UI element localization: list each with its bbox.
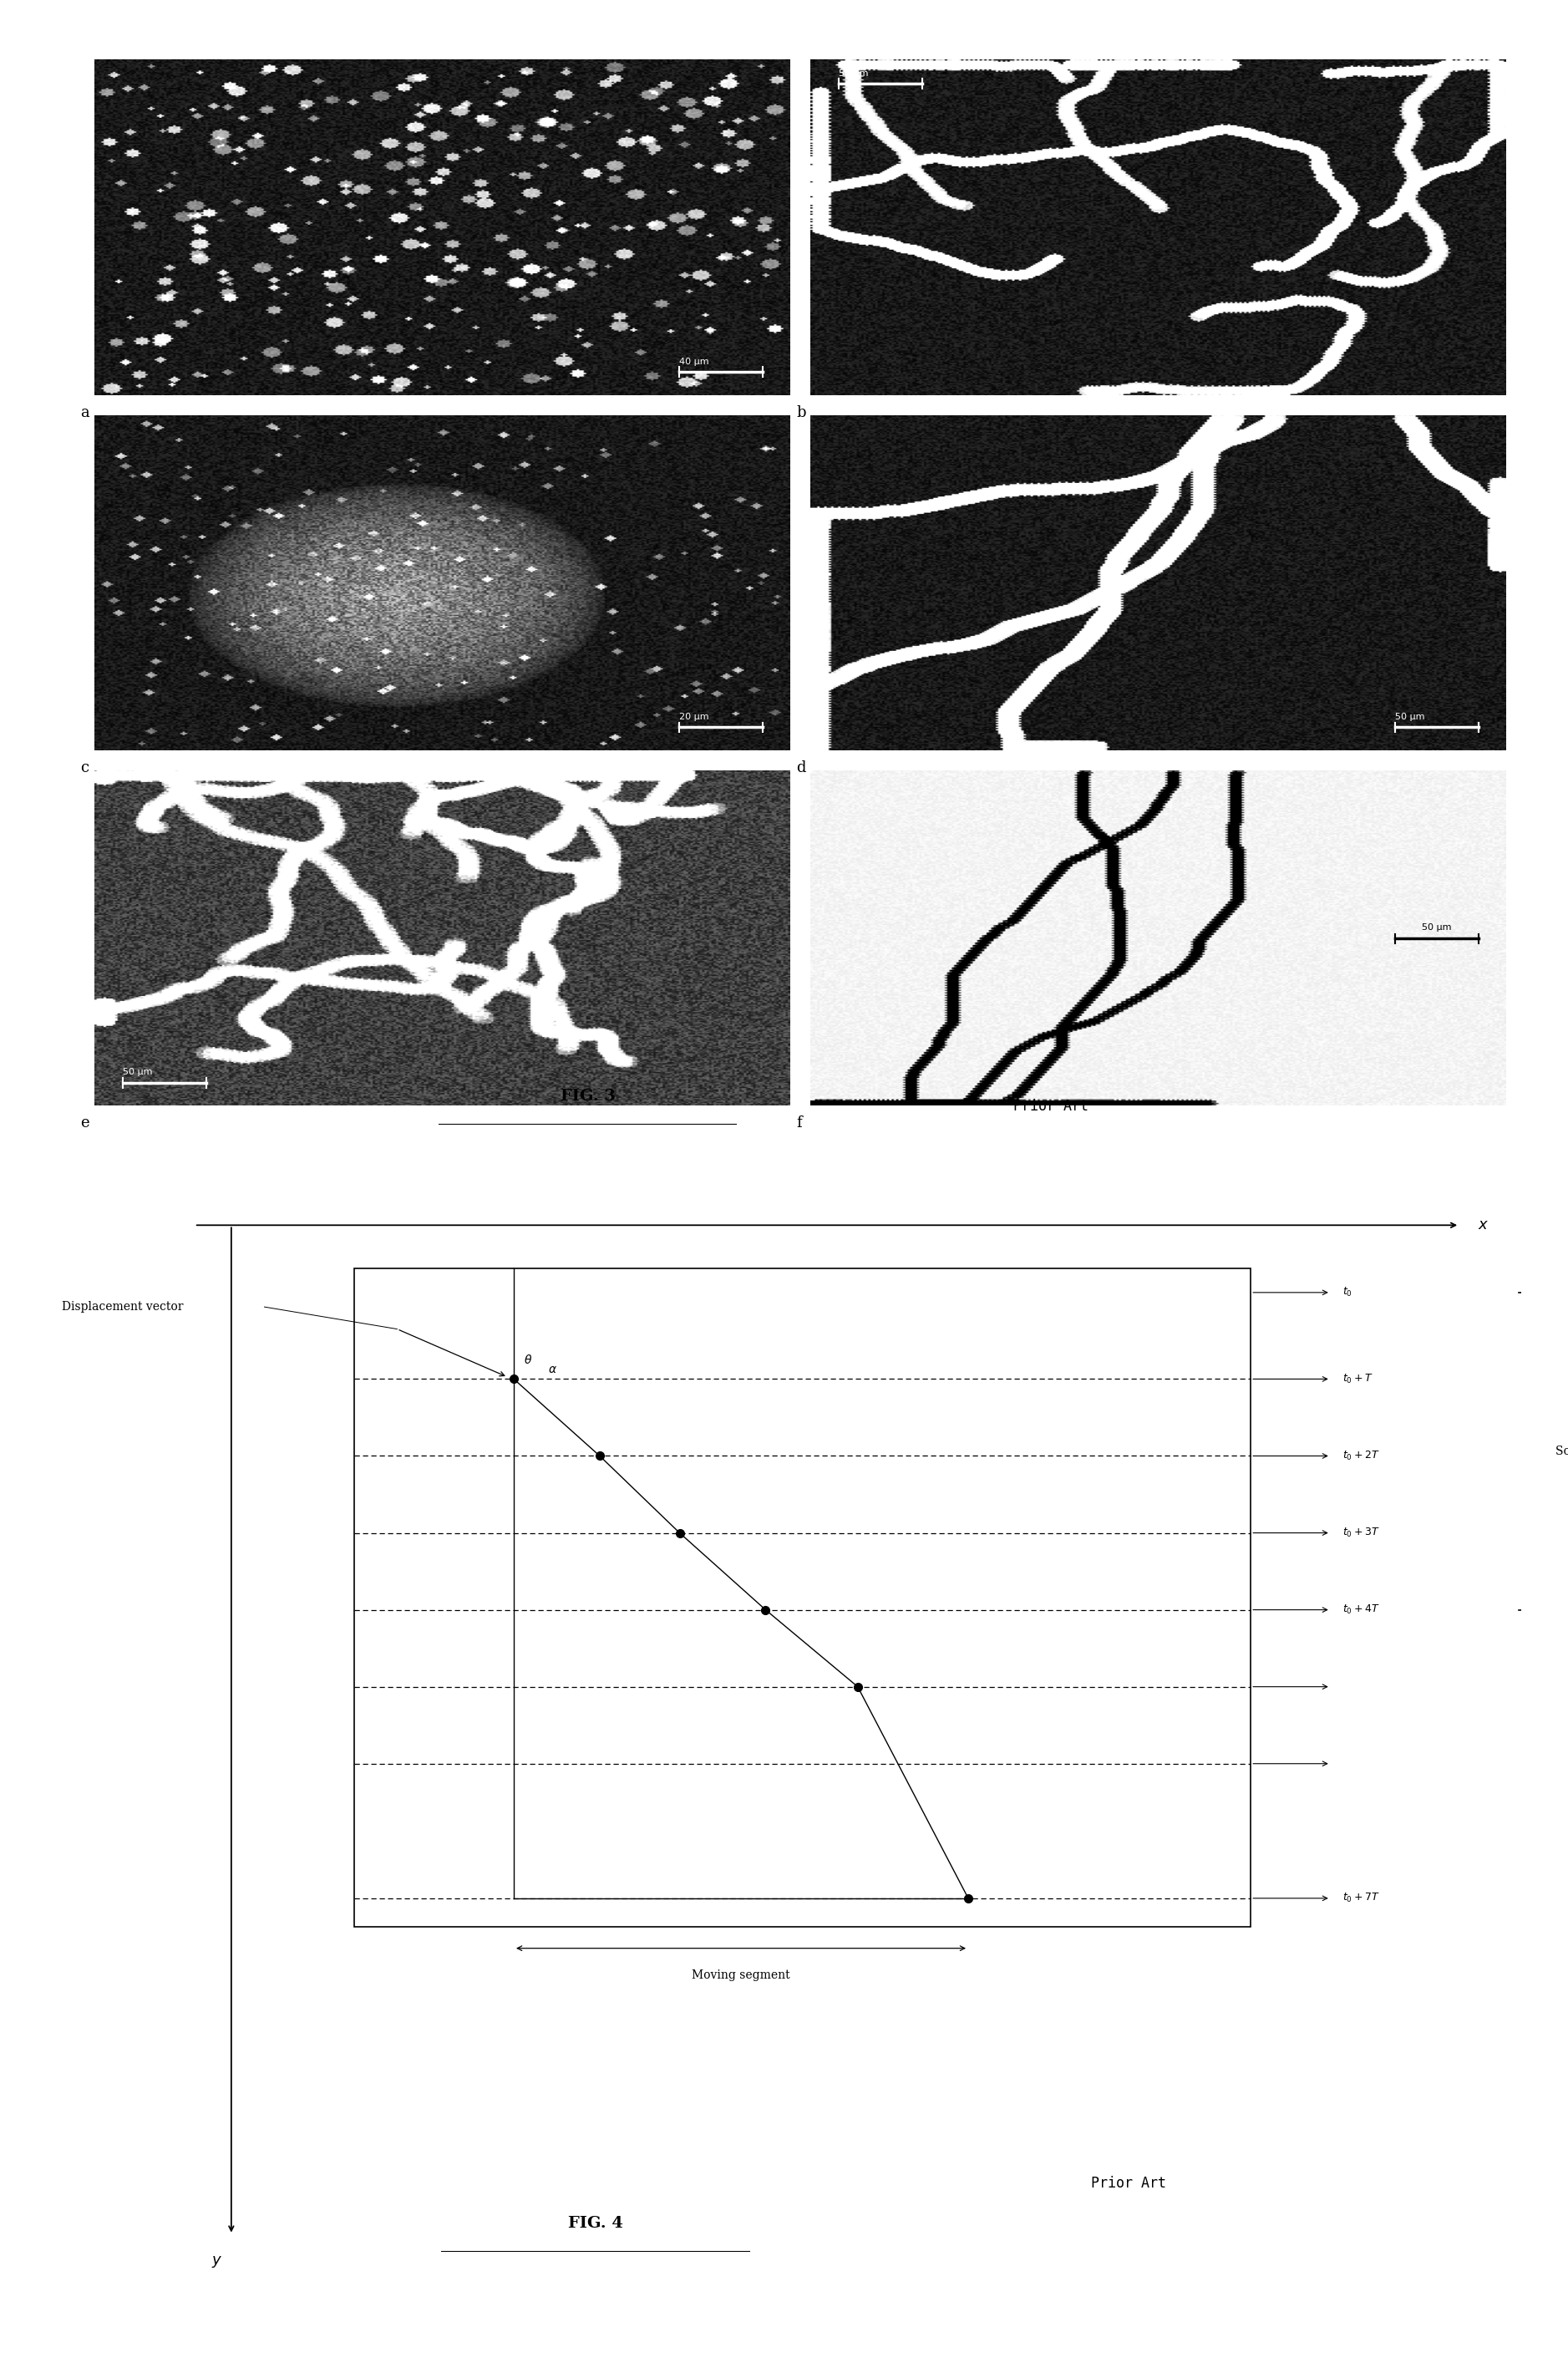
Text: $t_0 + 3T$: $t_0 + 3T$ <box>1342 1527 1380 1539</box>
Text: e: e <box>80 1115 89 1132</box>
Text: $t_0 + 2T$: $t_0 + 2T$ <box>1342 1451 1380 1462</box>
Text: $\alpha$: $\alpha$ <box>549 1363 557 1374</box>
Text: a: a <box>80 404 89 421</box>
Text: 40 μm: 40 μm <box>679 357 709 366</box>
Text: 50 μm: 50 μm <box>1396 713 1425 721</box>
Text: 50 μm: 50 μm <box>839 69 869 78</box>
Text: c: c <box>80 761 89 775</box>
Text: FIG. 4: FIG. 4 <box>568 2216 624 2231</box>
Text: $t_0 + 7T$: $t_0 + 7T$ <box>1342 1893 1380 1905</box>
Text: Scan lines: Scan lines <box>1555 1446 1568 1458</box>
Bar <box>354 1267 1251 1926</box>
Text: b: b <box>797 404 806 421</box>
Text: 50 μm: 50 μm <box>122 1068 152 1077</box>
Text: Prior Art: Prior Art <box>1013 1099 1088 1113</box>
Text: d: d <box>797 761 806 775</box>
Text: $t_0$: $t_0$ <box>1342 1286 1353 1298</box>
Text: FIG. 3: FIG. 3 <box>560 1089 616 1103</box>
Text: $t_0 + T$: $t_0 + T$ <box>1342 1372 1374 1386</box>
Text: Prior Art: Prior Art <box>1091 2176 1167 2190</box>
Text: 20 μm: 20 μm <box>679 713 709 721</box>
Text: $t_0 + 4T$: $t_0 + 4T$ <box>1342 1603 1380 1617</box>
Text: $x$: $x$ <box>1479 1218 1490 1232</box>
Text: Moving segment: Moving segment <box>691 1969 790 1981</box>
Text: f: f <box>797 1115 801 1132</box>
Text: $\theta$: $\theta$ <box>524 1353 532 1367</box>
Text: Displacement vector: Displacement vector <box>61 1301 183 1313</box>
Text: $y$: $y$ <box>212 2254 223 2269</box>
Text: 50 μm: 50 μm <box>1422 923 1452 932</box>
